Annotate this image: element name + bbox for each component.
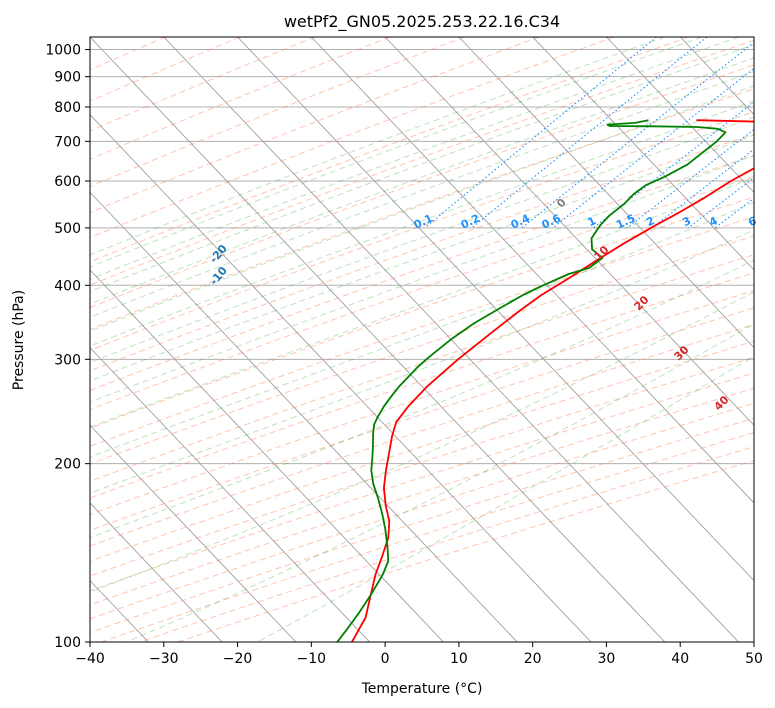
x-tick-label: −40 — [75, 651, 105, 667]
moist-adiabat — [90, 37, 702, 268]
moist-adiabat — [90, 44, 754, 293]
dry-adiabat — [90, 37, 465, 188]
isotherm-gridline — [90, 424, 297, 642]
isotherm-gridline — [532, 37, 754, 271]
isotherm-gridline — [310, 37, 754, 504]
dry-adiabat — [90, 254, 754, 482]
dry-adiabat — [90, 235, 754, 465]
mixing-ratio-label: 0.2 — [459, 212, 482, 232]
y-tick-label: 600 — [54, 174, 81, 190]
moist-adiabat — [90, 259, 754, 539]
dry-adiabat — [90, 37, 241, 102]
isotherm-gridline — [90, 269, 444, 642]
y-tick-label: 700 — [54, 134, 81, 150]
x-tick-label: −10 — [297, 651, 327, 667]
isotherm-gridline — [237, 37, 754, 582]
y-tick-label: 300 — [54, 352, 81, 368]
isotherm-gridline — [458, 37, 754, 349]
mixing-ratio-line — [687, 177, 754, 229]
isotherm-gridline — [0, 37, 1, 642]
dry-adiabat-label: -20 — [207, 242, 230, 266]
axis-ticks: −40 −30 −20 −10 0 10 20 30 40 50 1000 900 800 700 600 5… — [45, 43, 763, 667]
mixing-ratio-line — [521, 41, 754, 229]
x-tick-label: 0 — [381, 651, 390, 667]
dry-adiabat — [90, 37, 540, 214]
dry-adiabat — [90, 37, 315, 132]
y-tick-label: 500 — [54, 221, 81, 237]
mixing-ratio-line — [424, 37, 657, 229]
dry-adiabat — [177, 460, 754, 642]
dry-adiabat — [90, 307, 754, 531]
x-tick-label: 20 — [524, 651, 542, 667]
dry-adiabat — [90, 37, 390, 160]
mixing-ratio-label: 1.5 — [614, 212, 637, 232]
y-tick-label: 400 — [54, 278, 81, 294]
dry-adiabat — [90, 372, 754, 592]
mixing-ratio-line — [471, 37, 708, 229]
temperature-profile — [351, 119, 754, 642]
dry-adiabat — [90, 289, 754, 516]
isotherm-gridline — [90, 347, 370, 642]
dry-adiabat — [90, 387, 754, 606]
dry-adiabat — [90, 196, 754, 429]
moist-adiabat-label: 10 — [592, 243, 612, 263]
moist-adiabat — [90, 57, 754, 305]
dry-adiabat — [90, 64, 754, 309]
dry-adiabat — [90, 37, 615, 239]
isotherm-gridline — [384, 37, 754, 426]
mixing-ratio-label: 3 — [681, 214, 693, 229]
dry-adiabat-label: -10 — [207, 264, 230, 288]
isotherm-gridline — [90, 502, 223, 642]
mixing-ratio-line — [753, 227, 754, 229]
moist-adiabat — [90, 134, 754, 382]
x-tick-label: −30 — [149, 651, 179, 667]
dry-adiabat — [90, 37, 690, 263]
moist-adiabat — [90, 70, 754, 318]
y-tick-label: 900 — [54, 70, 81, 86]
dewpoint-profile — [336, 119, 727, 642]
moist-adiabat — [90, 37, 665, 256]
moist-adiabat — [90, 37, 739, 280]
x-tick-label: 40 — [671, 651, 689, 667]
y-tick-label: 100 — [54, 635, 81, 651]
mixing-ratio-label: 4 — [707, 214, 720, 229]
plot-frame — [89, 36, 755, 643]
moist-adiabat — [90, 154, 754, 403]
x-tick-label: −20 — [223, 651, 253, 667]
isotherm-gridline — [90, 114, 592, 642]
isotherm-gridline — [90, 191, 518, 642]
moist-adiabat — [90, 85, 754, 332]
moist-adiabat — [90, 176, 754, 428]
isotherm-gridline — [90, 37, 666, 642]
dry-adiabat — [90, 88, 754, 330]
chart-title: wetPf2_GN05.2025.253.22.16.C34 — [284, 12, 560, 32]
dry-adiabat — [90, 340, 754, 562]
x-tick-label: 10 — [450, 651, 468, 667]
y-tick-label: 800 — [54, 100, 81, 116]
y-axis-title: Pressure (hPa) — [11, 290, 27, 390]
x-tick-label: 50 — [745, 651, 763, 667]
dry-adiabat — [90, 111, 754, 351]
x-axis-title: Temperature (°C) — [361, 681, 483, 697]
mixing-ratio-label: 1 — [586, 214, 598, 229]
y-tick-label: 200 — [54, 457, 81, 473]
isotherm-gridline — [606, 37, 754, 194]
moist-adiabat — [90, 291, 754, 593]
mixing-ratio-label: 6 — [746, 214, 759, 229]
mixing-ratio-label: 0.1 — [412, 212, 435, 232]
y-tick-label: 1000 — [45, 43, 81, 59]
dry-adiabat — [90, 39, 754, 286]
moist-adiabat — [90, 201, 754, 458]
moist-adiabat-label: 40 — [712, 393, 732, 413]
isotherm-gridline — [753, 37, 754, 38]
plot-area — [0, 37, 754, 642]
mixing-ratio-label: 0.4 — [509, 212, 532, 232]
x-tick-label: 30 — [598, 651, 616, 667]
